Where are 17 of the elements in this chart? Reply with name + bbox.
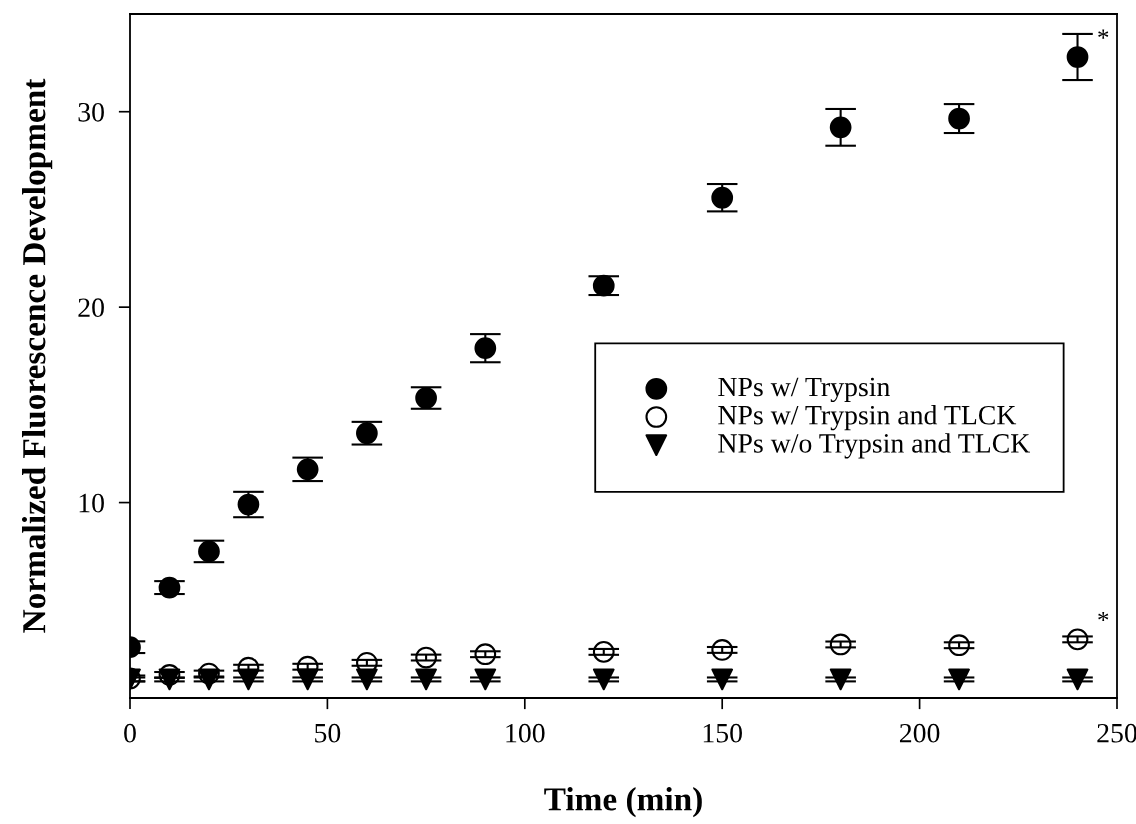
legend-label: NPs w/o Trypsin and TLCK <box>718 433 1031 459</box>
x-tick-label: 250 <box>1097 723 1136 743</box>
legend-label: NPs w/ Trypsin <box>718 377 890 403</box>
annotation: * <box>1098 29 1109 39</box>
y-tick-label: 20 <box>78 298 104 318</box>
legend-label: NPs w/ Trypsin and TLCK <box>718 405 1017 431</box>
y-axis-title: Normalized Fluorescence Development <box>21 78 53 633</box>
x-tick-label: 0 <box>124 723 136 743</box>
x-tick-label: 200 <box>899 723 940 743</box>
x-tick-label: 50 <box>315 723 341 743</box>
x-tick-label: 100 <box>506 723 545 743</box>
y-tick-label: 30 <box>78 102 104 122</box>
point <box>415 387 437 409</box>
x-axis-title: Time (min) <box>544 787 702 818</box>
y-tick-label: 10 <box>79 493 104 513</box>
annotation: * <box>1098 611 1109 622</box>
x-tick-label: 150 <box>703 723 742 743</box>
